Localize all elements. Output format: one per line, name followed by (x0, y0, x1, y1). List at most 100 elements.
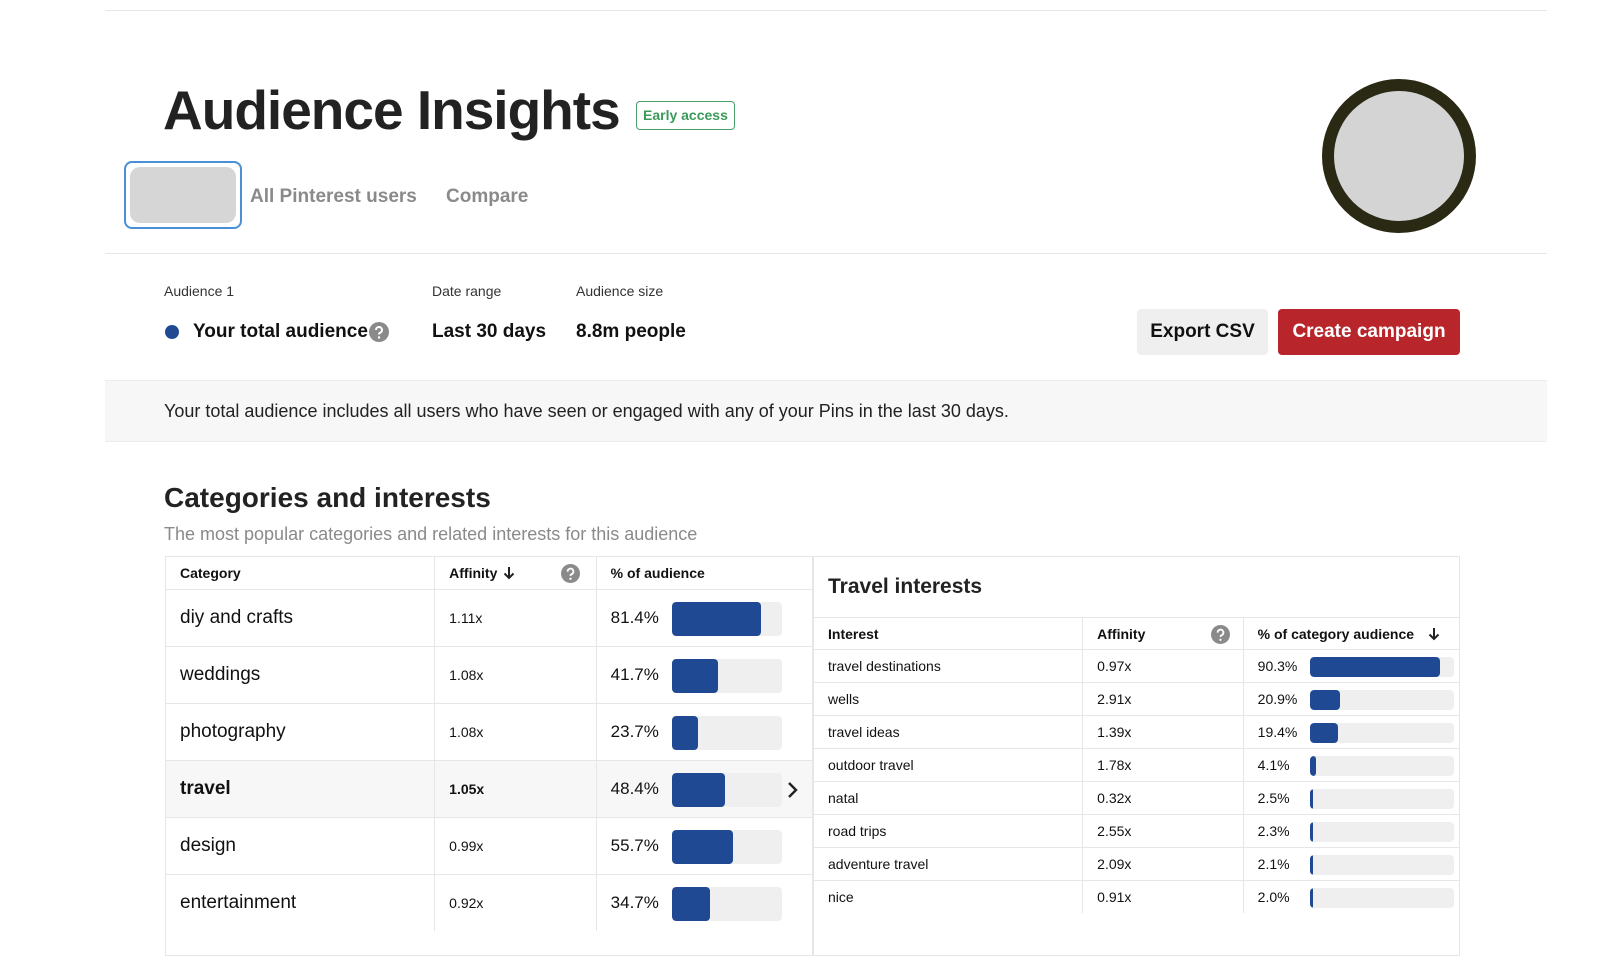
header-label: Category (180, 565, 241, 581)
percent-label: 2.1% (1257, 856, 1290, 872)
header-label: % of audience (610, 565, 705, 581)
affinity: 0.92x (449, 895, 484, 911)
cell: travel (166, 761, 436, 817)
avatar[interactable] (1322, 79, 1476, 233)
help-icon[interactable] (1211, 625, 1231, 647)
table-row[interactable]: photography 1.08x 23.7% (166, 703, 812, 760)
bar-track (671, 715, 782, 750)
tab[interactable]: Compare (446, 186, 529, 207)
cell: 2.5% (1244, 782, 1459, 814)
cell: 34.7% (597, 875, 812, 931)
percent-label: 20.9% (1257, 691, 1298, 707)
section-subtitle: The most popular categories and related … (164, 524, 698, 544)
help-icon[interactable] (369, 322, 389, 342)
bar (671, 772, 725, 807)
affinity: 1.78x (1097, 757, 1132, 773)
bar (1309, 722, 1338, 743)
cell: design (166, 818, 436, 874)
affinity: 1.39x (1097, 724, 1132, 740)
header-cell: % of category audience (1244, 618, 1459, 649)
cell: 0.32x (1083, 782, 1244, 814)
section-title: Categories and interests (164, 482, 491, 513)
bar-track (671, 829, 782, 864)
row-name: entertainment (180, 892, 297, 913)
cell: 23.7% (597, 704, 812, 760)
cell: road trips (814, 815, 1084, 847)
percent-label: 41.7% (610, 665, 659, 684)
tab-selected[interactable] (124, 161, 242, 229)
bar-track (1309, 854, 1454, 875)
table-row[interactable]: road trips 2.55x 2.3% (814, 814, 1459, 847)
cell: 1.08x (435, 647, 597, 703)
interest-table: Travel interests Interest Affinity % of ca… (813, 556, 1460, 956)
cell: 1.08x (435, 704, 597, 760)
table-row[interactable]: wells 2.91x 20.9% (814, 682, 1459, 715)
table-row[interactable]: outdoor travel 1.78x 4.1% (814, 748, 1459, 781)
percent-label: 34.7% (610, 893, 659, 912)
row-name: diy and crafts (180, 607, 293, 628)
divider (105, 253, 1547, 254)
percent-label: 2.0% (1257, 889, 1290, 905)
table-row[interactable]: travel ideas 1.39x 19.4% (814, 715, 1459, 748)
cell: photography (166, 704, 436, 760)
help-icon[interactable] (561, 564, 581, 586)
header-label: % of category audience (1257, 625, 1415, 642)
percent-label: 81.4% (610, 608, 659, 627)
bar-track (1309, 689, 1454, 710)
cell: 1.39x (1083, 716, 1244, 748)
row-name: outdoor travel (828, 757, 914, 773)
affinity: 0.97x (1097, 658, 1132, 674)
table-row[interactable]: design 0.99x 55.7% (166, 817, 812, 874)
cell: wells (814, 683, 1084, 715)
bar-track (671, 601, 782, 636)
tab-placeholder (130, 167, 236, 223)
cell: 2.91x (1083, 683, 1244, 715)
cell: 0.91x (1083, 881, 1244, 913)
table-row[interactable]: entertainment 0.92x 34.7% (166, 874, 812, 931)
field-label: Audience size (576, 283, 664, 299)
bar-track (1309, 656, 1454, 677)
header-cell: Affinity (435, 557, 597, 589)
cell: 48.4% (597, 761, 812, 817)
cell: nice (814, 881, 1084, 913)
cell: 2.3% (1244, 815, 1459, 847)
bar (671, 658, 718, 693)
tab[interactable]: All Pinterest users (250, 186, 417, 207)
bar-track (1309, 821, 1454, 842)
table-row[interactable]: travel 1.05x 48.4% (166, 760, 812, 817)
table-row[interactable]: diy and crafts 1.11x 81.4% (166, 589, 812, 646)
table-row[interactable]: weddings 1.08x 41.7% (166, 646, 812, 703)
page-title: Audience Insights (163, 79, 621, 141)
export-button[interactable]: Export CSV (1137, 309, 1268, 355)
percent-label: 23.7% (610, 722, 659, 741)
row-name: travel (180, 778, 231, 799)
create-button[interactable]: Create campaign (1278, 309, 1460, 355)
table-row[interactable]: adventure travel 2.09x 2.1% (814, 847, 1459, 880)
cell: 0.99x (435, 818, 597, 874)
affinity: 1.08x (449, 724, 484, 740)
table-header: Category Affinity % of audience (166, 557, 812, 589)
percent-label: 55.7% (610, 836, 659, 855)
arrow-icon (1428, 627, 1440, 644)
cell: travel ideas (814, 716, 1084, 748)
cell: 90.3% (1244, 650, 1459, 682)
table-row[interactable]: natal 0.32x 2.5% (814, 781, 1459, 814)
table-row[interactable]: nice 0.91x 2.0% (814, 880, 1459, 913)
page: Audience Insights Early access All Pinte… (105, 10, 1547, 956)
row-name: design (180, 835, 236, 856)
table-row[interactable]: travel destinations 0.97x 90.3% (814, 649, 1459, 682)
cell: 20.9% (1244, 683, 1459, 715)
cell: 2.0% (1244, 881, 1459, 913)
bar-track (671, 658, 782, 693)
percent-label: 19.4% (1257, 724, 1298, 740)
cell: 0.92x (435, 875, 597, 931)
percent-label: 48.4% (610, 779, 659, 798)
affinity: 0.99x (449, 838, 484, 854)
row-name: weddings (180, 664, 261, 685)
row-name: wells (828, 691, 860, 707)
cell: 55.7% (597, 818, 812, 874)
bar-track (1309, 887, 1454, 908)
cell: 2.1% (1244, 848, 1459, 880)
cell: outdoor travel (814, 749, 1084, 781)
affinity: 1.05x (449, 781, 485, 797)
